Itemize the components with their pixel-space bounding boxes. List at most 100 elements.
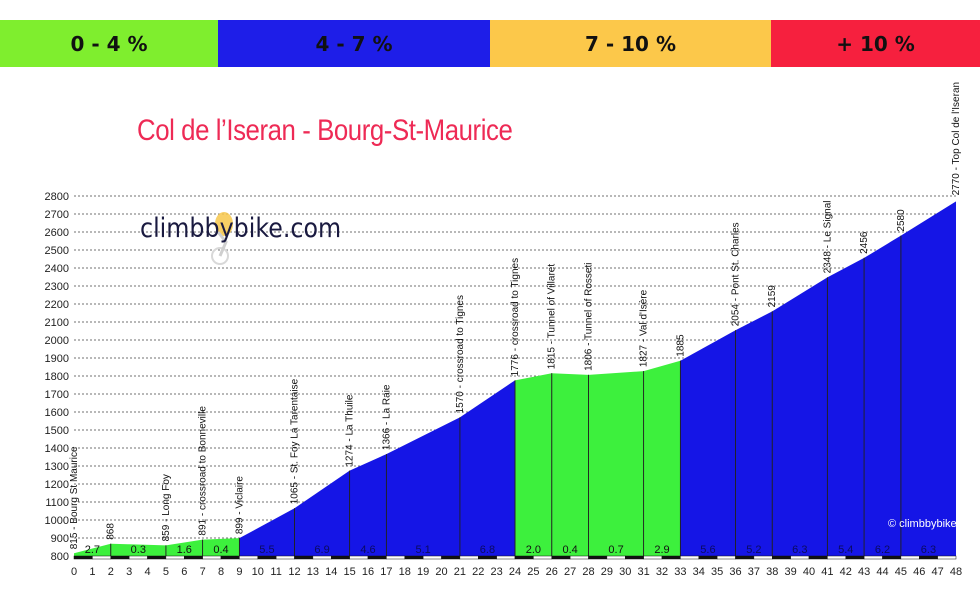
profile-segment <box>74 543 111 556</box>
x-tick-label: 5 <box>163 566 169 578</box>
site-watermark: climbbybike.com <box>140 213 342 244</box>
legend-item-10-plus: + 10 % <box>771 20 980 67</box>
gradient-label: 5.6 <box>700 544 715 556</box>
x-tick-label: 34 <box>693 566 705 578</box>
x-tick-label: 27 <box>564 566 576 578</box>
waypoint-label: 1815 - Tunnel of Villaret <box>547 264 558 370</box>
gradient-label: 6.3 <box>921 544 936 556</box>
profile-segment <box>349 454 387 556</box>
distance-ruler-tick <box>735 555 755 560</box>
distance-ruler-tick <box>312 555 332 560</box>
waypoint-label: 2456 <box>859 231 870 254</box>
gradient-label: 5.1 <box>415 544 430 556</box>
x-tick-label: 14 <box>325 566 337 578</box>
x-tick-label: 20 <box>435 566 447 578</box>
y-tick-label: 2400 <box>45 263 69 275</box>
x-tick-label: 0 <box>71 566 77 578</box>
y-tick-label: 2700 <box>45 209 69 221</box>
x-tick-label: 8 <box>218 566 224 578</box>
gradient-label: 6.8 <box>480 544 495 556</box>
x-tick-label: 36 <box>729 566 741 578</box>
waypoint-label: 1065 - St. Foy La Tarentaise <box>290 378 301 504</box>
profile-segment <box>551 373 589 556</box>
waypoint-label: 868 <box>106 523 117 540</box>
x-tick-label: 35 <box>711 566 723 578</box>
distance-ruler-tick <box>147 555 167 560</box>
y-tick-label: 1100 <box>45 497 69 509</box>
distance-ruler-tick <box>588 555 608 560</box>
x-tick-label: 39 <box>785 566 797 578</box>
legend-item-0-4: 0 - 4 % <box>0 20 218 67</box>
y-tick-label: 2200 <box>45 299 69 311</box>
x-tick-label: 1 <box>89 566 95 578</box>
gradient-label: 1.6 <box>177 544 192 556</box>
waypoint-label: 891 - crossroad to Bonneville <box>198 406 209 536</box>
x-tick-label: 32 <box>656 566 668 578</box>
profile-segment <box>294 470 350 556</box>
profile-segment <box>588 371 644 556</box>
x-tick-label: 24 <box>509 566 521 578</box>
distance-ruler-tick <box>569 555 589 560</box>
y-tick-label: 900 <box>51 533 69 545</box>
distance-ruler-tick <box>202 555 222 560</box>
x-tick-label: 23 <box>491 566 503 578</box>
distance-ruler-tick <box>698 555 718 560</box>
distance-ruler-tick <box>128 555 148 560</box>
profile-segment <box>110 543 166 556</box>
distance-ruler-tick <box>404 555 424 560</box>
x-tick-label: 42 <box>840 566 852 578</box>
y-tick-label: 1000 <box>45 515 69 527</box>
gradient-label: 2.0 <box>526 544 541 556</box>
distance-ruler-tick <box>220 555 240 560</box>
gradient-label: 0.3 <box>131 544 146 556</box>
y-tick-label: 1700 <box>45 389 69 401</box>
y-tick-label: 2500 <box>45 245 69 257</box>
waypoint-label: 1806 - Tunnel of Rosseti <box>584 263 595 371</box>
y-tick-label: 1800 <box>45 371 69 383</box>
y-tick-label: 1200 <box>45 479 69 491</box>
gradient-label: 0.4 <box>213 544 228 556</box>
waypoint-label: 859 - Long Foy <box>161 474 172 541</box>
gradient-label: 2.9 <box>654 544 669 556</box>
gradient-label: 6.9 <box>314 544 329 556</box>
gradient-label: 6.3 <box>792 544 807 556</box>
profile-segment <box>827 257 865 556</box>
x-tick-label: 19 <box>417 566 429 578</box>
x-tick-label: 26 <box>546 566 558 578</box>
distance-ruler-tick <box>349 555 369 560</box>
gradient-label: 5.2 <box>746 544 761 556</box>
profile-segment <box>735 311 773 556</box>
x-tick-label: 43 <box>858 566 870 578</box>
distance-ruler-tick <box>478 555 497 560</box>
x-tick-label: 21 <box>454 566 466 578</box>
distance-ruler-tick <box>331 555 350 560</box>
x-tick-label: 2 <box>108 566 114 578</box>
y-tick-label: 1400 <box>45 443 69 455</box>
x-tick-label: 45 <box>895 566 907 578</box>
gradient-label: 0.4 <box>562 544 577 556</box>
credit-label: © climbbybike <box>888 518 957 530</box>
distance-ruler-tick <box>92 555 111 560</box>
distance-ruler-tick <box>882 555 902 560</box>
distance-ruler-tick <box>275 555 295 560</box>
legend-label-10-plus: + 10 % <box>836 31 915 56</box>
distance-ruler-tick <box>900 555 920 560</box>
distance-ruler-tick <box>386 555 405 560</box>
x-tick-label: 25 <box>527 566 539 578</box>
x-tick-label: 15 <box>344 566 356 578</box>
gradient-legend: 0 - 4 % 4 - 7 % 7 - 10 % + 10 % <box>0 20 980 67</box>
x-tick-label: 48 <box>950 566 962 578</box>
profile-segment <box>900 201 956 556</box>
y-tick-label: 2100 <box>45 317 69 329</box>
y-tick-label: 800 <box>51 551 69 563</box>
distance-ruler-tick <box>919 555 938 560</box>
waypoint-label: 899 - Viclaire <box>234 476 245 535</box>
distance-ruler-tick <box>863 555 883 560</box>
gradient-label: 2.7 <box>85 544 100 556</box>
profile-segment <box>386 417 460 556</box>
y-tick-label: 2300 <box>45 281 69 293</box>
x-tick-label: 6 <box>181 566 187 578</box>
axes: 8009001000110012001300140015001600170018… <box>45 191 963 578</box>
distance-ruler-tick <box>643 555 663 560</box>
